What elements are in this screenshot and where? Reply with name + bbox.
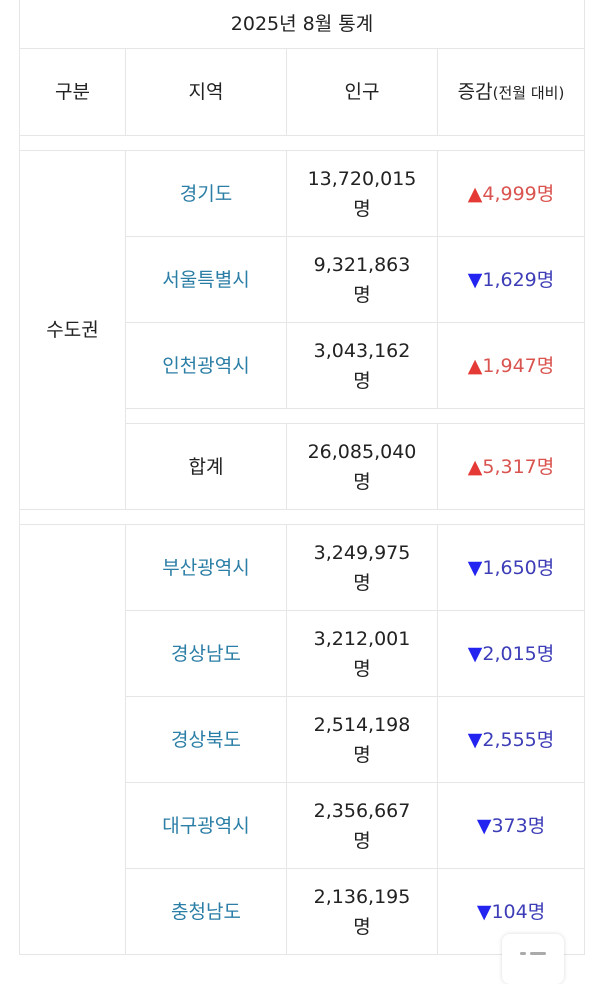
- population-cell: 13,720,015 명: [286, 150, 438, 237]
- change-cell: ▼2,555명: [436, 696, 586, 783]
- change-value: 4,999명: [482, 182, 555, 205]
- population-value: 3,212,001: [313, 627, 411, 650]
- table-title: 2025년 8월 통계: [18, 0, 586, 49]
- population-unit: 명: [353, 743, 371, 766]
- population-value: 2,514,198: [313, 713, 411, 736]
- change-cell: ▲4,999명: [436, 150, 586, 237]
- list-icon-line: [530, 952, 546, 955]
- spacer-row: [18, 135, 586, 151]
- list-menu-button[interactable]: [502, 934, 564, 984]
- down-triangle-icon: ▼: [467, 728, 483, 751]
- population-cell: 26,085,040 명: [286, 423, 438, 510]
- down-triangle-icon: ▼: [467, 268, 483, 291]
- spacer-row: [18, 509, 586, 525]
- region-cell[interactable]: 대구광역시: [125, 782, 287, 869]
- change-value: 5,317명: [482, 455, 555, 478]
- population-value: 3,249,975: [313, 541, 411, 564]
- population-unit: 명: [353, 283, 371, 306]
- header-change-note: (전월 대비): [492, 83, 565, 102]
- down-triangle-icon: ▼: [476, 814, 492, 837]
- change-value: 1,650명: [482, 556, 555, 579]
- population-stats-table: 2025년 8월 통계 구분 지역 인구 증감(전월 대비) 수도권 경기도 13,…: [18, 0, 586, 955]
- population-cell: 9,321,863 명: [286, 236, 438, 323]
- population-value: 3,043,162: [313, 339, 411, 362]
- population-value: 2,136,195: [313, 885, 411, 908]
- population-cell: 2,136,195 명: [286, 868, 438, 955]
- population-cell: 3,212,001 명: [286, 610, 438, 697]
- population-value: 2,356,667: [313, 799, 411, 822]
- up-triangle-icon: ▲: [467, 354, 483, 377]
- region-cell[interactable]: 인천광역시: [125, 322, 287, 409]
- population-unit: 명: [353, 197, 371, 220]
- group-label: [19, 524, 126, 955]
- population-unit: 명: [353, 369, 371, 392]
- change-value: 2,555명: [482, 728, 555, 751]
- population-unit: 명: [353, 571, 371, 594]
- population-unit: 명: [353, 829, 371, 852]
- region-cell[interactable]: 충청남도: [125, 868, 287, 955]
- population-cell: 2,514,198 명: [286, 696, 438, 783]
- change-cell: ▲5,317명: [436, 423, 586, 510]
- change-cell: ▼373명: [436, 782, 586, 869]
- region-cell[interactable]: 부산광역시: [125, 524, 287, 611]
- region-cell[interactable]: 경기도: [125, 150, 287, 237]
- region-cell: 합계: [125, 423, 287, 510]
- change-value: 373명: [491, 814, 546, 837]
- region-cell[interactable]: 경상북도: [125, 696, 287, 783]
- header-row: 구분 지역 인구 증감(전월 대비): [19, 48, 586, 136]
- population-unit: 명: [353, 915, 371, 938]
- population-unit: 명: [353, 470, 371, 493]
- table-row: 경상북도 2,514,198 명 ▼2,555명: [20, 696, 586, 783]
- list-icon: [520, 952, 526, 955]
- down-triangle-icon: ▼: [467, 642, 483, 665]
- population-value: 26,085,040: [307, 440, 417, 463]
- population-value: 9,321,863: [313, 253, 411, 276]
- header-change-label: 증감: [457, 80, 493, 103]
- population-cell: 3,249,975 명: [286, 524, 438, 611]
- change-cell: ▼1,650명: [436, 524, 586, 611]
- header-region: 지역: [125, 48, 287, 136]
- up-triangle-icon: ▲: [467, 455, 483, 478]
- population-cell: 2,356,667 명: [286, 782, 438, 869]
- header-population: 인구: [286, 48, 438, 136]
- table-row: 서울특별시 9,321,863 명 ▼1,629명: [20, 236, 586, 323]
- down-triangle-icon: ▼: [476, 900, 492, 923]
- group-label: 수도권: [19, 150, 126, 510]
- population-unit: 명: [353, 657, 371, 680]
- region-cell[interactable]: 서울특별시: [125, 236, 287, 323]
- table-row: 인천광역시 3,043,162 명 ▲1,947명: [20, 322, 586, 409]
- table-row: 대구광역시 2,356,667 명 ▼373명: [20, 782, 586, 869]
- change-cell: ▼2,015명: [436, 610, 586, 697]
- change-value: 2,015명: [482, 642, 555, 665]
- header-category: 구분: [19, 48, 126, 136]
- change-value: 104명: [491, 900, 546, 923]
- table-row: 경상남도 3,212,001 명 ▼2,015명: [20, 610, 586, 697]
- change-cell: ▲1,947명: [436, 322, 586, 409]
- change-cell: ▼1,629명: [436, 236, 586, 323]
- population-value: 13,720,015: [307, 167, 417, 190]
- up-triangle-icon: ▲: [467, 182, 483, 205]
- change-value: 1,629명: [482, 268, 555, 291]
- change-value: 1,947명: [482, 354, 555, 377]
- header-change: 증감(전월 대비): [436, 48, 586, 136]
- down-triangle-icon: ▼: [467, 556, 483, 579]
- population-cell: 3,043,162 명: [286, 322, 438, 409]
- table-row: 부산광역시 3,249,975 명 ▼1,650명: [19, 524, 586, 955]
- region-cell[interactable]: 경상남도: [125, 610, 287, 697]
- table-row: 수도권 경기도 13,720,015 명 ▲4,999명: [19, 150, 586, 510]
